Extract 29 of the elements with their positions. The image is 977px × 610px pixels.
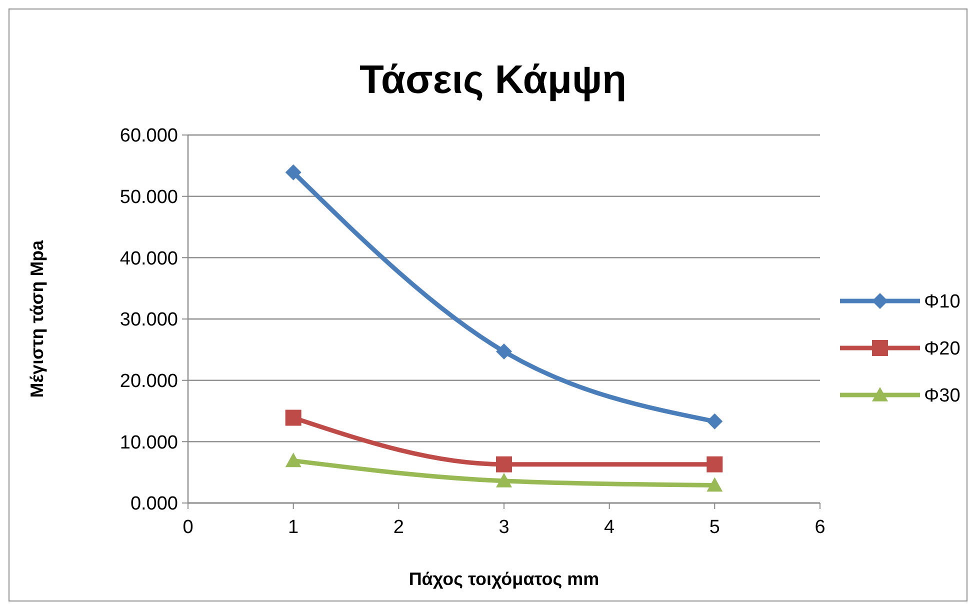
y-tick-label: 30.000: [120, 310, 178, 331]
point: [285, 452, 302, 468]
y-tick-label: 20.000: [120, 370, 178, 392]
point: [706, 477, 723, 492]
point: [496, 456, 512, 472]
point: [706, 456, 723, 472]
legend-label: Φ10: [924, 292, 960, 313]
x-tick-label: 1: [288, 517, 299, 538]
chart-title: Τάσεις Κάμψη: [359, 58, 627, 102]
x-axis-title: Πάχος τοιχόματος mm: [408, 569, 600, 589]
x-tick-label: 0: [182, 517, 194, 538]
y-tick-label: 40.000: [120, 248, 178, 270]
x-tick-label: 6: [814, 517, 826, 538]
point: [496, 344, 512, 360]
y-tick-label: 50.000: [120, 186, 178, 208]
y-axis-title: Μέγιστη τάση Mpa: [27, 239, 47, 398]
y-tick-label: 10.000: [120, 432, 178, 454]
y-tick-label: 0.000: [130, 494, 178, 515]
point: [496, 472, 512, 488]
point: [285, 164, 302, 180]
point: [285, 410, 302, 426]
legend-label: Φ20: [924, 338, 960, 360]
x-tick-label: 5: [709, 517, 720, 538]
point: [706, 413, 723, 430]
y-tick-label: 60.000: [120, 126, 178, 147]
x-tick-label: 3: [498, 517, 510, 538]
x-tick-label: 4: [604, 517, 616, 538]
legend-label: Φ30: [924, 386, 960, 407]
x-tick-label: 2: [393, 517, 404, 538]
